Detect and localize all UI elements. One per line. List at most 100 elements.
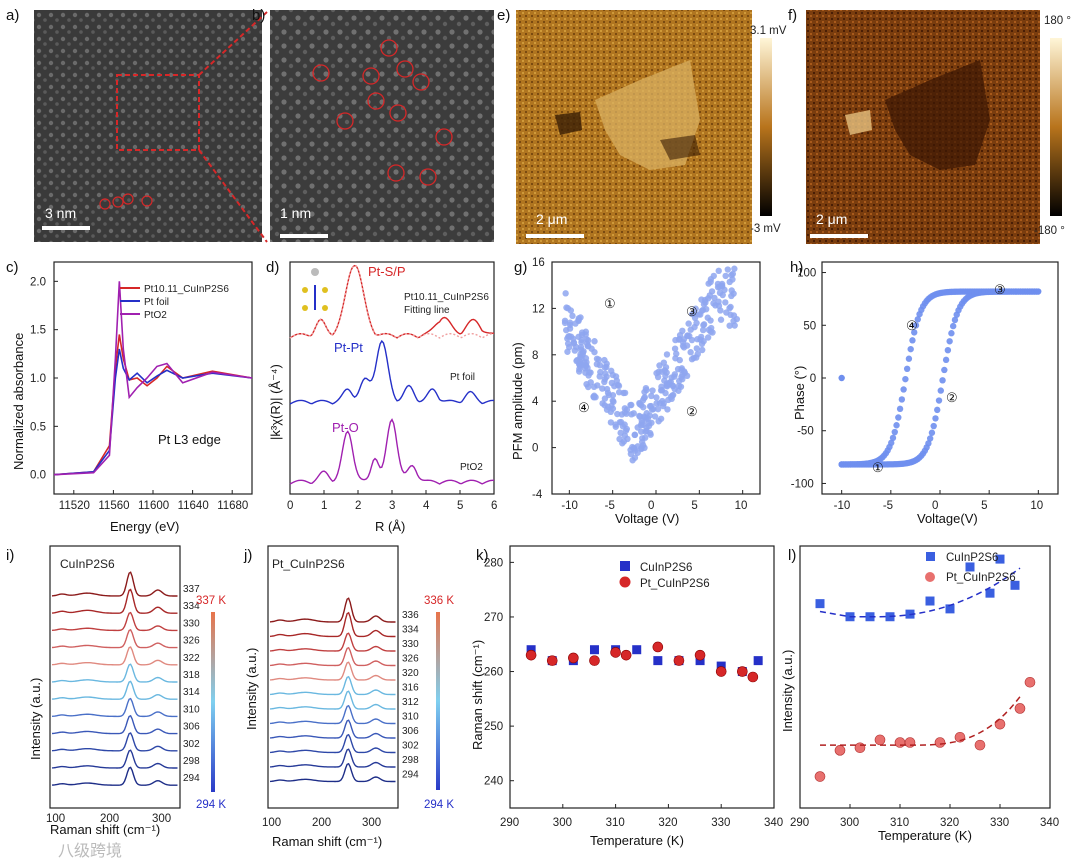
- k-square: [653, 656, 663, 666]
- g-point: [715, 267, 722, 275]
- j-lines-spectrum: [269, 719, 396, 739]
- k-xtick: 340: [764, 817, 783, 829]
- c-ytick: 1.5: [30, 325, 46, 337]
- h-point: [942, 356, 950, 364]
- g-point: [687, 326, 694, 333]
- g-point: [627, 401, 634, 409]
- l-circle: [904, 737, 916, 748]
- g-point: [710, 300, 717, 307]
- i-temps-label: 306: [183, 722, 200, 733]
- panel-c-label: c): [6, 259, 19, 276]
- c-xtick: 11600: [138, 500, 169, 512]
- k-circle: [747, 671, 759, 683]
- g-point: [661, 367, 668, 374]
- g-point: [578, 336, 585, 344]
- i-xt-2: 200: [100, 813, 119, 825]
- cbar-e-bottom: -3 mV: [750, 223, 781, 235]
- g-point: [685, 320, 692, 327]
- g-point: [724, 266, 731, 273]
- g-point: [704, 314, 711, 321]
- g-point: [603, 406, 611, 413]
- g-point: [572, 320, 579, 327]
- i-lines-spectrum: [51, 732, 178, 752]
- h-point: [937, 387, 944, 394]
- g-point: [630, 410, 637, 417]
- h-ytick: 0: [810, 373, 816, 385]
- g-point: [700, 338, 707, 345]
- h-point: [925, 440, 932, 447]
- g-ytick: 16: [532, 257, 545, 269]
- h-point: [902, 375, 909, 383]
- d-series-foil: [289, 339, 495, 405]
- g-point: [629, 457, 636, 464]
- g-point: [583, 380, 590, 388]
- g-point: [669, 382, 677, 389]
- j-lines-spectrum: [269, 675, 396, 696]
- j-temps-label: 306: [402, 726, 419, 737]
- g-point: [706, 292, 713, 299]
- g-point: [608, 379, 616, 387]
- l-circle: [1014, 703, 1026, 714]
- l-fit-2: [820, 696, 1021, 746]
- k-square: [753, 656, 763, 666]
- i-temps-label: 310: [183, 704, 200, 715]
- d-series-fit: [289, 264, 495, 339]
- panel-e-label: e): [497, 7, 510, 24]
- j-lines-spectrum: [269, 704, 396, 725]
- i-bottom-temp: 294 K: [196, 799, 226, 811]
- g-mark-1: ①: [604, 296, 616, 311]
- i-lines-spectrum: [51, 697, 178, 718]
- h-point: [900, 386, 907, 393]
- i-lines-spectrum: [51, 766, 178, 786]
- k-xlabel: Temperature (K): [590, 833, 684, 848]
- h-point: [928, 429, 936, 436]
- k-square: [632, 645, 642, 655]
- g-point: [569, 312, 576, 320]
- g-point: [683, 342, 691, 349]
- i-top-temp: 337 K: [196, 595, 226, 607]
- g-point: [672, 336, 679, 344]
- k-ytick: 250: [484, 721, 503, 733]
- panel-h-label: h): [790, 259, 803, 276]
- l-square: [815, 599, 825, 609]
- g-point: [673, 350, 680, 357]
- g-point: [679, 327, 686, 335]
- g-point: [648, 392, 655, 400]
- k-legend-2: Pt_CuInP2S6: [640, 578, 710, 590]
- g-point: [679, 376, 686, 383]
- k-xtick: 320: [658, 817, 677, 829]
- d-xtick: 0: [287, 500, 293, 512]
- g-point: [630, 445, 638, 452]
- g-point: [700, 301, 708, 308]
- g-point: [722, 272, 729, 280]
- j-temps-label: 326: [402, 654, 419, 665]
- j-top-temp: 336 K: [424, 595, 454, 607]
- g-point: [567, 307, 575, 314]
- g-point: [731, 265, 738, 272]
- panel-f: f) 2 μm 180 ° -180 °: [788, 7, 1071, 244]
- h-point: [907, 345, 914, 353]
- g-xtick: -5: [605, 500, 615, 512]
- panel-f-label: f): [788, 7, 797, 24]
- j-lines-spectrum: [269, 632, 396, 652]
- colorbar-f: [1050, 38, 1062, 216]
- g-point: [599, 400, 606, 407]
- g-point: [651, 413, 659, 420]
- c-legend-1: Pt10.11_CuInP2S6: [144, 284, 229, 295]
- l-square: [925, 596, 935, 606]
- j-ylabel: Intensity (a.u.): [244, 648, 259, 730]
- j-xlabel: Raman shift (cm⁻¹): [272, 834, 382, 849]
- l-xtick: 310: [890, 817, 909, 829]
- d-legend-2: Fitting line: [404, 305, 450, 316]
- scalebar-f: 2 μm: [816, 211, 847, 227]
- h-point: [898, 396, 906, 403]
- h-point: [893, 422, 900, 429]
- d-series-pto2: [289, 418, 495, 485]
- j-temps-label: 336: [402, 610, 419, 621]
- g-point: [564, 348, 571, 355]
- d-ann-pto: Pt-O: [332, 420, 359, 435]
- cbar-f-bottom: -180 °: [1034, 225, 1065, 237]
- panel-c: c) 11520 11560 11600 11640 11680 0.0 0.5 1.0 1.5…: [6, 259, 253, 534]
- g-point: [601, 356, 608, 364]
- g-point: [711, 294, 718, 302]
